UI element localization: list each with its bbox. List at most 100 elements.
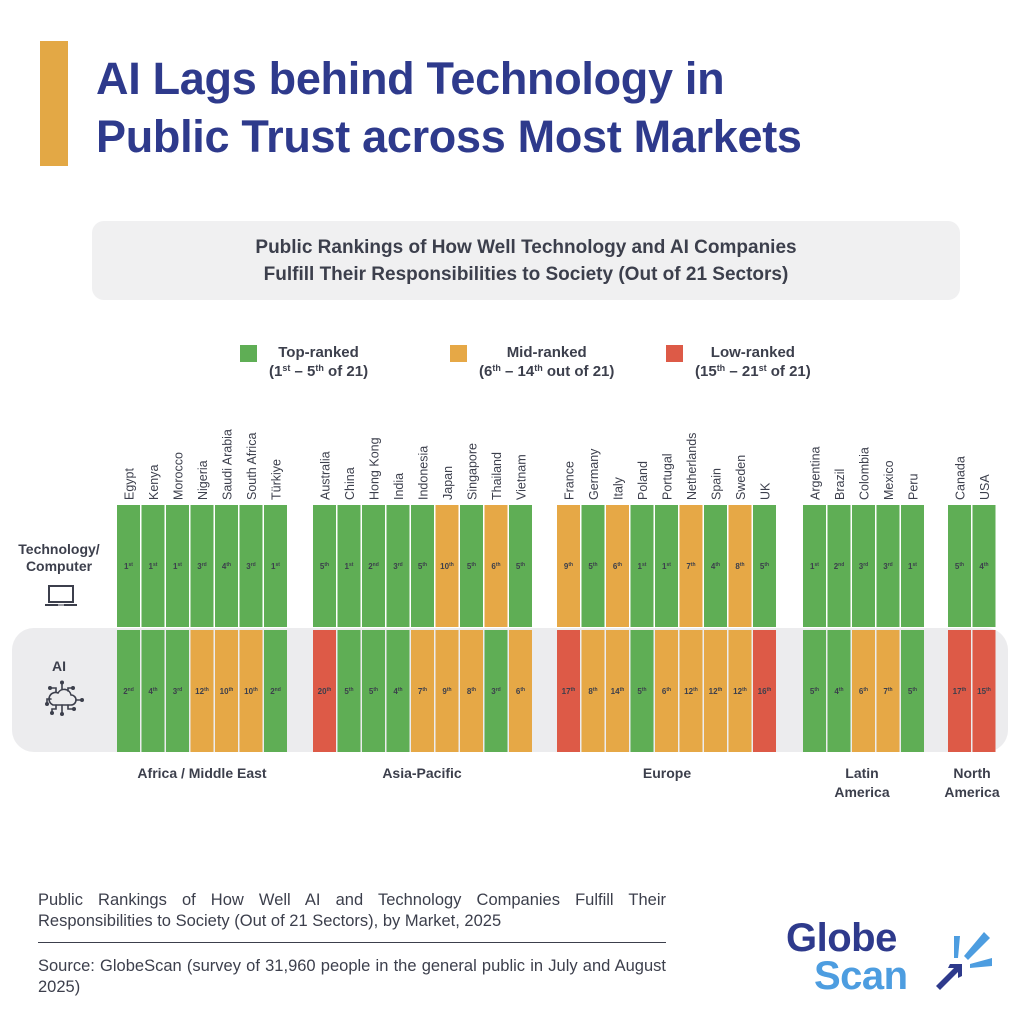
region-label-africa-middle-east: Africa / Middle East	[137, 765, 267, 781]
market-label-t-rkiye: Türkiye	[270, 459, 284, 500]
ai-kenya-value: 4th	[148, 687, 157, 696]
technology-morocco-value: 1st	[173, 562, 182, 571]
market-label-nigeria: Nigeria	[196, 460, 210, 500]
ai-indonesia-value: 7th	[418, 687, 427, 696]
region-label-north-america-line-1: North	[953, 765, 991, 781]
ai-hong-kong-cell	[362, 630, 385, 752]
ai-saudi-arabia-cell	[215, 630, 238, 752]
technology-france-cell	[557, 505, 580, 627]
ai-brazil-value: 4th	[834, 687, 843, 696]
region-label-north-america-line-2: America	[944, 784, 1000, 800]
technology-mexico-value: 3rd	[883, 562, 892, 571]
technology-morocco-cell	[166, 505, 189, 627]
market-label-egypt: Egypt	[123, 468, 137, 500]
legend-text-mid: Mid-ranked (6th – 14th out of 21)	[479, 343, 614, 381]
ai-portugal-value: 6th	[662, 687, 671, 696]
caption-divider	[38, 942, 666, 943]
technology-sweden-cell	[728, 505, 752, 627]
market-label-brazil: Brazil	[833, 469, 847, 500]
legend-swatch-top	[240, 345, 257, 362]
region-label-north-america: North America	[930, 764, 1014, 802]
technology-thailand-cell	[484, 505, 508, 627]
technology-usa-cell	[972, 505, 996, 627]
market-label-peru: Peru	[907, 474, 921, 500]
technology-t-rkiye-value: 1st	[271, 562, 280, 571]
ai-mexico-value: 7th	[883, 687, 892, 696]
legend-range-top: (1st – 5th of 21)	[269, 363, 369, 380]
market-label-vietnam: Vietnam	[515, 454, 529, 500]
technology-uk-cell	[753, 505, 776, 627]
technology-singapore-value: 5th	[467, 562, 476, 571]
technology-vietnam-value: 5th	[516, 562, 525, 571]
ai-australia-value: 20th	[318, 687, 332, 696]
ai-saudi-arabia-value: 10th	[220, 687, 234, 696]
ai-t-rkiye-value: 2nd	[270, 687, 281, 696]
ai-vietnam-cell	[509, 630, 532, 752]
legend-label-mid: Mid-ranked	[506, 344, 587, 361]
ai-colombia-cell	[852, 630, 875, 752]
page-title: AI Lags behind Technology in Public Trus…	[96, 50, 996, 166]
technology-saudi-arabia-value: 4th	[222, 562, 231, 571]
region-label-latin-america-line-1: Latin	[845, 765, 879, 781]
ai-nigeria-value: 12th	[195, 687, 209, 696]
market-label-germany: Germany	[587, 448, 601, 500]
legend-range-mid: (6th – 14th out of 21)	[479, 363, 615, 380]
ai-japan-value: 9th	[442, 687, 451, 696]
region-label-latin-america: Latin America	[812, 764, 912, 802]
technology-colombia-value: 3rd	[859, 562, 868, 571]
technology-egypt-value: 1st	[124, 562, 133, 571]
chart-subtitle-line-1: Public Rankings of How Well Technology a…	[255, 236, 797, 258]
ai-france-value: 17th	[562, 687, 576, 696]
technology-china-cell	[337, 505, 361, 627]
ai-japan-cell	[435, 630, 459, 752]
ai-nigeria-cell	[190, 630, 214, 752]
technology-spain-cell	[704, 505, 727, 627]
ai-portugal-cell	[655, 630, 678, 752]
ai-peru-value: 5th	[908, 687, 917, 696]
market-label-netherlands: Netherlands	[685, 433, 699, 500]
technology-nigeria-value: 3rd	[197, 562, 206, 571]
ai-sweden-value: 12th	[733, 687, 747, 696]
market-label-australia: Australia	[319, 451, 333, 500]
technology-argentina-value: 1st	[810, 562, 819, 571]
market-label-hong-kong: Hong Kong	[368, 437, 382, 500]
ai-france-cell	[557, 630, 580, 752]
market-label-italy: Italy	[612, 476, 626, 500]
ranking-heatmap: Egypt 1st 2nd Kenya 1st 4th Morocco 1st 3rd Niger…	[117, 429, 996, 752]
chart-subtitle-line-2: Fulfill Their Responsibilities to Societ…	[263, 263, 789, 285]
technology-poland-value: 1st	[638, 562, 647, 571]
market-label-kenya: Kenya	[147, 465, 161, 500]
ai-china-cell	[337, 630, 361, 752]
ai-singapore-value: 8th	[467, 687, 476, 696]
title-line-1: AI Lags behind Technology in	[96, 53, 725, 104]
ai-canada-value: 17th	[953, 687, 967, 696]
market-label-poland: Poland	[636, 461, 650, 500]
technology-italy-cell	[606, 505, 629, 627]
technology-colombia-cell	[852, 505, 875, 627]
ai-kenya-cell	[141, 630, 165, 752]
ai-thailand-value: 3rd	[491, 687, 500, 696]
technology-argentina-cell	[803, 505, 826, 627]
legend: Top-ranked (1st – 5th of 21) Mid-ranked …	[0, 343, 1024, 388]
market-label-india: India	[392, 473, 406, 500]
logo-burst-icon	[936, 932, 992, 990]
technology-brazil-cell	[827, 505, 851, 627]
row-label-technology-line-1: Technology/	[18, 541, 100, 557]
market-label-indonesia: Indonesia	[417, 446, 431, 500]
technology-peru-cell	[901, 505, 924, 627]
market-label-morocco: Morocco	[172, 452, 186, 500]
ai-brazil-cell	[827, 630, 851, 752]
title-accent-bar	[40, 41, 68, 166]
ai-thailand-cell	[484, 630, 508, 752]
ai-india-cell	[386, 630, 410, 752]
technology-brazil-value: 2nd	[834, 562, 845, 571]
technology-portugal-value: 1st	[662, 562, 671, 571]
ai-italy-cell	[606, 630, 629, 752]
legend-text-low: Low-ranked (15th – 21st of 21)	[695, 343, 811, 381]
legend-label-top: Top-ranked	[278, 344, 359, 361]
market-label-japan: Japan	[441, 466, 455, 500]
cloud-network-icon	[45, 680, 84, 716]
ai-peru-cell	[901, 630, 924, 752]
ai-egypt-value: 2nd	[123, 687, 134, 696]
technology-singapore-cell	[460, 505, 483, 627]
